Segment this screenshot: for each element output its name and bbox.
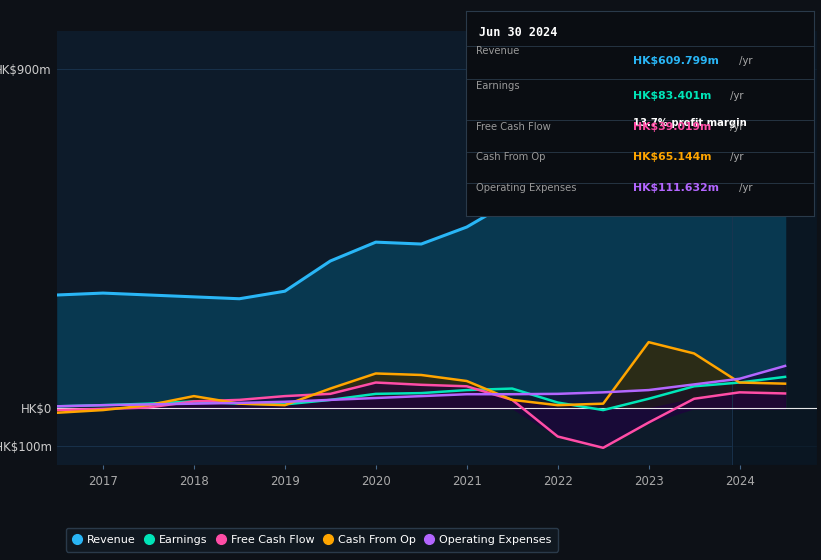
Text: /yr: /yr (727, 122, 744, 132)
Text: Operating Expenses: Operating Expenses (476, 183, 576, 193)
Text: Free Cash Flow: Free Cash Flow (476, 122, 551, 132)
Text: Revenue: Revenue (476, 46, 520, 56)
Text: HK$65.144m: HK$65.144m (633, 152, 712, 162)
Text: HK$111.632m: HK$111.632m (633, 183, 719, 193)
Text: 13.7% profit margin: 13.7% profit margin (633, 118, 747, 128)
Text: /yr: /yr (736, 57, 752, 67)
Text: /yr: /yr (727, 91, 744, 101)
Text: Earnings: Earnings (476, 81, 520, 91)
Text: HK$39.019m: HK$39.019m (633, 122, 711, 132)
Text: Jun 30 2024: Jun 30 2024 (479, 26, 557, 39)
Legend: Revenue, Earnings, Free Cash Flow, Cash From Op, Operating Expenses: Revenue, Earnings, Free Cash Flow, Cash … (66, 528, 558, 552)
Text: /yr: /yr (727, 152, 744, 162)
Bar (732, 31, 817, 465)
Text: Cash From Op: Cash From Op (476, 152, 545, 162)
Text: HK$83.401m: HK$83.401m (633, 91, 711, 101)
Text: /yr: /yr (736, 183, 752, 193)
Text: HK$609.799m: HK$609.799m (633, 57, 719, 67)
